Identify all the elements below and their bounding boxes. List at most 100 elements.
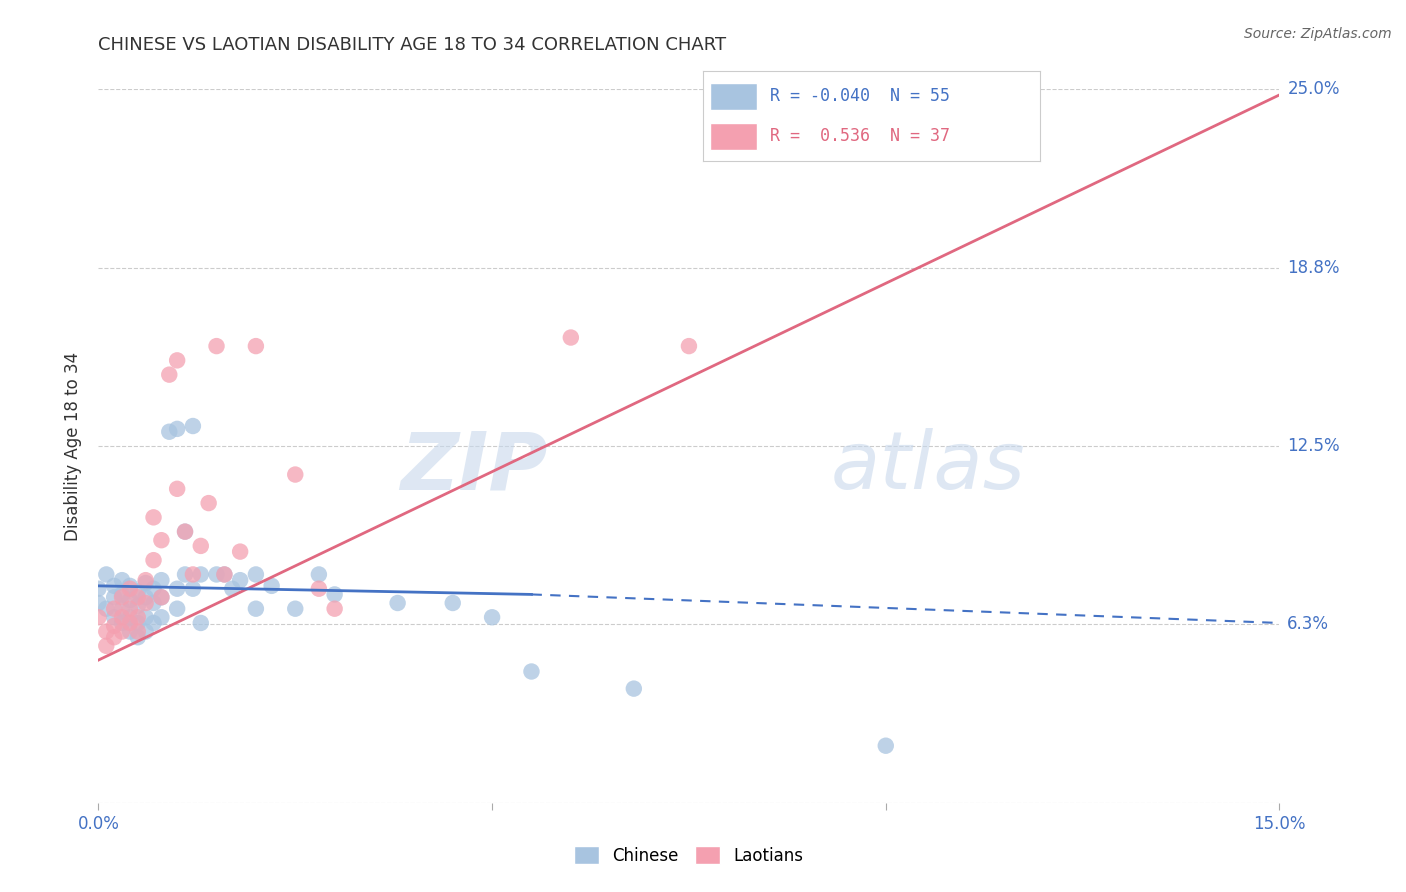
Point: [214, 567, 236, 582]
Point: [118, 579, 141, 593]
Point: [678, 339, 700, 353]
Point: [166, 582, 188, 596]
Point: [205, 339, 228, 353]
Point: [150, 610, 173, 624]
Point: [205, 567, 228, 582]
Point: [560, 330, 582, 344]
Text: Source: ZipAtlas.com: Source: ZipAtlas.com: [1244, 27, 1392, 41]
Point: [111, 591, 134, 605]
Point: [197, 496, 219, 510]
Point: [135, 573, 157, 587]
Point: [135, 576, 157, 591]
Text: R =  0.536  N = 37: R = 0.536 N = 37: [770, 128, 950, 145]
Point: [87, 596, 110, 610]
Point: [174, 567, 197, 582]
Text: 18.8%: 18.8%: [1288, 259, 1340, 277]
Point: [181, 567, 204, 582]
Point: [229, 544, 252, 558]
Text: 25.0%: 25.0%: [1288, 80, 1340, 98]
Text: atlas: atlas: [831, 428, 1025, 507]
Point: [150, 591, 173, 605]
Point: [111, 587, 134, 601]
Bar: [710, 83, 756, 110]
Point: [127, 630, 149, 644]
Point: [127, 624, 149, 639]
Point: [441, 596, 464, 610]
Text: CHINESE VS LAOTIAN DISABILITY AGE 18 TO 34 CORRELATION CHART: CHINESE VS LAOTIAN DISABILITY AGE 18 TO …: [98, 36, 727, 54]
Text: 12.5%: 12.5%: [1288, 437, 1340, 455]
Y-axis label: Disability Age 18 to 34: Disability Age 18 to 34: [65, 351, 83, 541]
Point: [127, 584, 149, 599]
Point: [96, 567, 118, 582]
Point: [142, 510, 165, 524]
Point: [135, 610, 157, 624]
Point: [96, 639, 118, 653]
Text: ZIP: ZIP: [399, 428, 547, 507]
Point: [174, 524, 197, 539]
Point: [142, 582, 165, 596]
Point: [127, 610, 149, 624]
Point: [103, 610, 125, 624]
Point: [181, 582, 204, 596]
Point: [260, 579, 283, 593]
Point: [481, 610, 503, 624]
Point: [174, 524, 197, 539]
Legend: Chinese, Laotians: Chinese, Laotians: [565, 838, 813, 873]
Point: [118, 610, 141, 624]
Point: [135, 624, 157, 639]
Point: [221, 582, 243, 596]
Point: [181, 419, 204, 434]
Point: [111, 624, 134, 639]
Point: [142, 596, 165, 610]
Point: [166, 422, 188, 436]
Text: 6.3%: 6.3%: [1288, 615, 1329, 633]
Point: [387, 596, 409, 610]
Point: [111, 601, 134, 615]
Point: [150, 573, 173, 587]
Point: [142, 553, 165, 567]
Point: [245, 567, 267, 582]
Point: [118, 615, 141, 630]
Point: [127, 599, 149, 613]
Point: [96, 624, 118, 639]
Point: [135, 596, 157, 610]
Point: [323, 601, 346, 615]
Point: [229, 573, 252, 587]
Point: [127, 615, 149, 630]
Point: [87, 610, 110, 624]
Point: [103, 591, 125, 605]
Point: [103, 601, 125, 615]
Point: [142, 615, 165, 630]
Point: [166, 601, 188, 615]
Point: [284, 601, 307, 615]
Point: [127, 591, 149, 605]
Point: [308, 582, 330, 596]
Point: [166, 353, 188, 368]
Point: [190, 539, 212, 553]
Point: [103, 619, 125, 633]
Point: [190, 567, 212, 582]
Text: R = -0.040  N = 55: R = -0.040 N = 55: [770, 87, 950, 105]
Bar: [710, 123, 756, 150]
Point: [103, 579, 125, 593]
Point: [150, 591, 173, 605]
Point: [87, 582, 110, 596]
Point: [284, 467, 307, 482]
Point: [111, 610, 134, 624]
Point: [166, 482, 188, 496]
Point: [245, 339, 267, 353]
Point: [135, 591, 157, 605]
Point: [245, 601, 267, 615]
Point: [118, 601, 141, 615]
Point: [150, 533, 173, 548]
Point: [118, 582, 141, 596]
Point: [157, 425, 180, 439]
Point: [308, 567, 330, 582]
Point: [103, 630, 125, 644]
Point: [520, 665, 543, 679]
Point: [323, 587, 346, 601]
Point: [96, 601, 118, 615]
Point: [875, 739, 897, 753]
Point: [623, 681, 645, 696]
Point: [157, 368, 180, 382]
